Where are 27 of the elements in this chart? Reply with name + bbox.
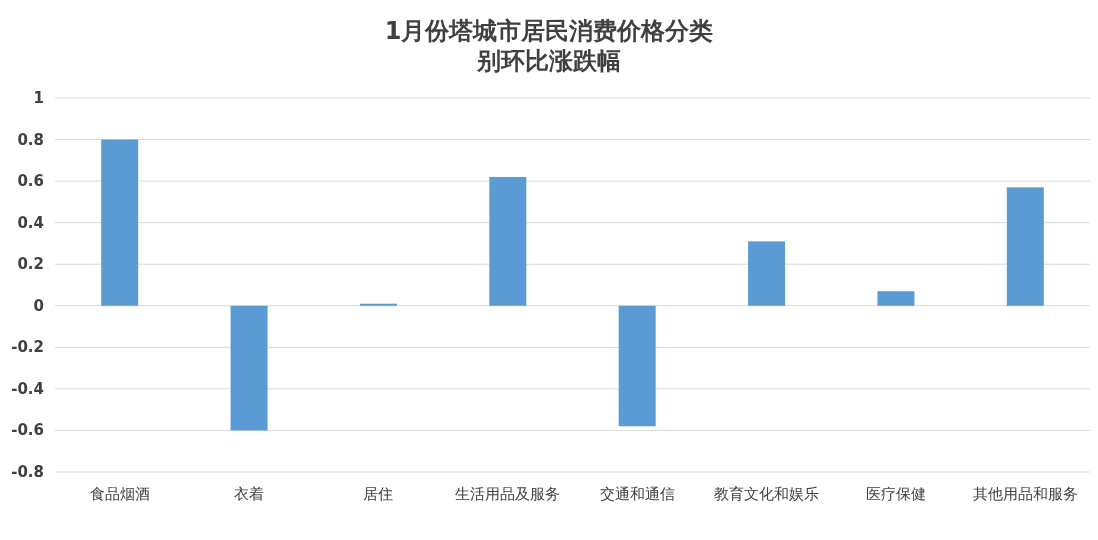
y-tick-label: -0.6 xyxy=(11,421,44,440)
y-tick-label: -0.2 xyxy=(11,338,44,357)
y-tick-label: 0 xyxy=(33,296,44,315)
bar xyxy=(618,305,656,427)
y-tick-label: -0.4 xyxy=(11,379,44,398)
x-tick-label: 医疗保健 xyxy=(865,485,926,503)
x-tick-label: 居住 xyxy=(363,485,394,503)
y-tick-label: 0.6 xyxy=(17,172,44,191)
x-tick-label: 教育文化和娱乐 xyxy=(714,485,820,503)
y-tick-label: 1 xyxy=(33,89,44,107)
bar xyxy=(748,241,786,306)
bar xyxy=(359,303,397,306)
bar xyxy=(101,139,139,306)
x-tick-label: 食品烟酒 xyxy=(89,485,150,503)
x-tick-label: 生活用品及服务 xyxy=(455,485,561,503)
y-tick-label: 0.8 xyxy=(17,130,44,149)
chart-title: 1月份塔城市居民消费价格分类别环比涨跌幅 xyxy=(383,16,715,76)
y-tick-label: 0.2 xyxy=(17,255,44,274)
x-tick-label: 交通和通信 xyxy=(599,485,675,503)
bar xyxy=(230,305,268,431)
x-tick-label: 衣着 xyxy=(234,485,265,503)
x-tick-label: 其他用品和服务 xyxy=(972,485,1078,503)
bar xyxy=(877,291,915,306)
bar xyxy=(489,176,527,306)
bar xyxy=(1006,187,1044,306)
y-tick-label: 0.4 xyxy=(17,213,44,232)
y-tick-label: -0.8 xyxy=(11,463,44,481)
